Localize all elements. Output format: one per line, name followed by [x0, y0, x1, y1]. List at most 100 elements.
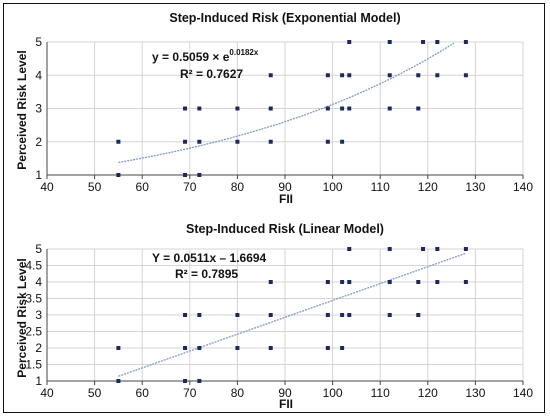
data-point	[325, 313, 330, 317]
data-point	[116, 139, 121, 144]
x-tick-label: 130	[465, 386, 485, 400]
data-point	[387, 73, 392, 78]
x-tick-label: 130	[465, 180, 485, 194]
chart-linear: Step-Induced Risk (Linear Model) 40 50 60 7…	[15, 222, 533, 411]
x-tick-label: 80	[231, 180, 245, 194]
data-point	[183, 139, 188, 144]
data-point	[463, 40, 468, 44]
data-point	[340, 106, 345, 111]
x-tick-label: 60	[136, 180, 150, 194]
axes	[46, 249, 524, 385]
data-point	[197, 346, 202, 350]
x-tick-label: 80	[231, 386, 245, 400]
y-tick-label: 4	[35, 68, 42, 82]
y-tick-labels: 1 1.5 2 2.5 3 3.5 4 4.5 5	[25, 242, 42, 388]
equation-r2: R² = 0.7627	[180, 67, 243, 81]
equation-base: y = 0.5059 × e	[152, 50, 230, 64]
equation-box: Y = 0.0511x – 1.6694 R² = 0.7895	[152, 251, 267, 281]
data-point	[197, 173, 202, 177]
x-tick-label: 140	[513, 180, 533, 194]
x-tick-label: 120	[418, 180, 438, 194]
axes	[46, 42, 524, 179]
data-point	[197, 313, 202, 317]
data-point	[268, 313, 273, 317]
x-tick-labels: 40 50 60 70 80 90 100 110 120 130 140	[40, 180, 533, 194]
equation-main: y = 0.5059 × e0.0182x	[152, 48, 259, 64]
data-point	[268, 280, 273, 284]
data-point	[235, 346, 240, 350]
x-tick-label: 90	[278, 180, 292, 194]
x-tick-label: 100	[323, 180, 343, 194]
data-point	[347, 40, 352, 44]
data-point	[325, 73, 330, 78]
x-tick-label: 40	[40, 386, 54, 400]
data-points	[116, 40, 468, 177]
data-point	[340, 280, 345, 284]
x-tick-label: 50	[88, 180, 102, 194]
data-point	[387, 247, 392, 251]
data-point	[435, 247, 440, 251]
x-tick-label: 140	[513, 386, 533, 400]
x-tick-label: 110	[371, 386, 390, 400]
x-axis-label: FII	[279, 192, 293, 206]
y-tick-label: 1	[35, 168, 42, 182]
chart-title: Step-Induced Risk (Linear Model)	[186, 222, 384, 236]
data-point	[197, 106, 202, 111]
data-point	[416, 73, 421, 78]
y-tick-label: 5	[35, 35, 42, 49]
y-tick-label: 4.5	[25, 259, 42, 273]
figure-frame	[3, 3, 545, 413]
x-tick-label: 110	[371, 180, 390, 194]
data-point	[347, 280, 352, 284]
y-tick-label: 3.5	[25, 292, 42, 306]
data-point	[183, 313, 188, 317]
data-point	[347, 313, 352, 317]
x-tick-labels: 40 50 60 70 80 90 100 110 120 130 140	[40, 386, 533, 400]
grid	[46, 41, 524, 176]
data-point	[183, 173, 188, 177]
data-point	[435, 40, 440, 44]
data-point	[435, 280, 440, 284]
y-tick-label: 4	[35, 275, 42, 289]
data-point	[340, 346, 345, 350]
data-point	[268, 139, 273, 144]
x-tick-label: 50	[88, 386, 102, 400]
data-point	[463, 73, 468, 78]
y-tick-label: 2	[35, 135, 42, 149]
trendline	[118, 42, 455, 164]
chart-exponential: Step-Induced Risk (Exponential Model) 40…	[15, 11, 533, 206]
y-axis-label: Perceived Risk Level	[15, 50, 29, 169]
data-point	[183, 106, 188, 111]
y-tick-label: 1.5	[25, 358, 42, 372]
x-tick-label: 70	[183, 386, 197, 400]
data-point	[340, 73, 345, 78]
data-point	[347, 106, 352, 111]
data-point	[116, 173, 121, 177]
y-axis-label: Perceived Risk Level	[15, 258, 29, 377]
x-tick-label: 90	[278, 386, 292, 400]
data-point	[340, 313, 345, 317]
data-point	[435, 73, 440, 78]
data-point	[183, 379, 188, 383]
y-tick-label: 3	[35, 308, 42, 322]
data-point	[268, 106, 273, 111]
data-point	[347, 247, 352, 251]
equation-main: Y = 0.0511x – 1.6694	[152, 251, 267, 265]
x-tick-label: 60	[136, 386, 150, 400]
x-tick-label: 120	[418, 386, 438, 400]
y-tick-labels: 1 2 3 4 5	[35, 35, 42, 182]
x-tick-label: 100	[323, 386, 343, 400]
equation-exponent: 0.0182x	[229, 48, 258, 57]
equation-box: y = 0.5059 × e0.0182x R² = 0.7627	[152, 48, 259, 81]
data-point	[116, 379, 121, 383]
data-point	[421, 247, 426, 251]
data-point	[183, 346, 188, 350]
x-axis-label: FII	[279, 397, 293, 411]
data-point	[347, 73, 352, 78]
y-tick-label: 5	[35, 242, 42, 256]
trendline	[118, 252, 467, 377]
data-point	[268, 73, 273, 78]
data-point	[340, 139, 345, 144]
data-point	[416, 280, 421, 284]
